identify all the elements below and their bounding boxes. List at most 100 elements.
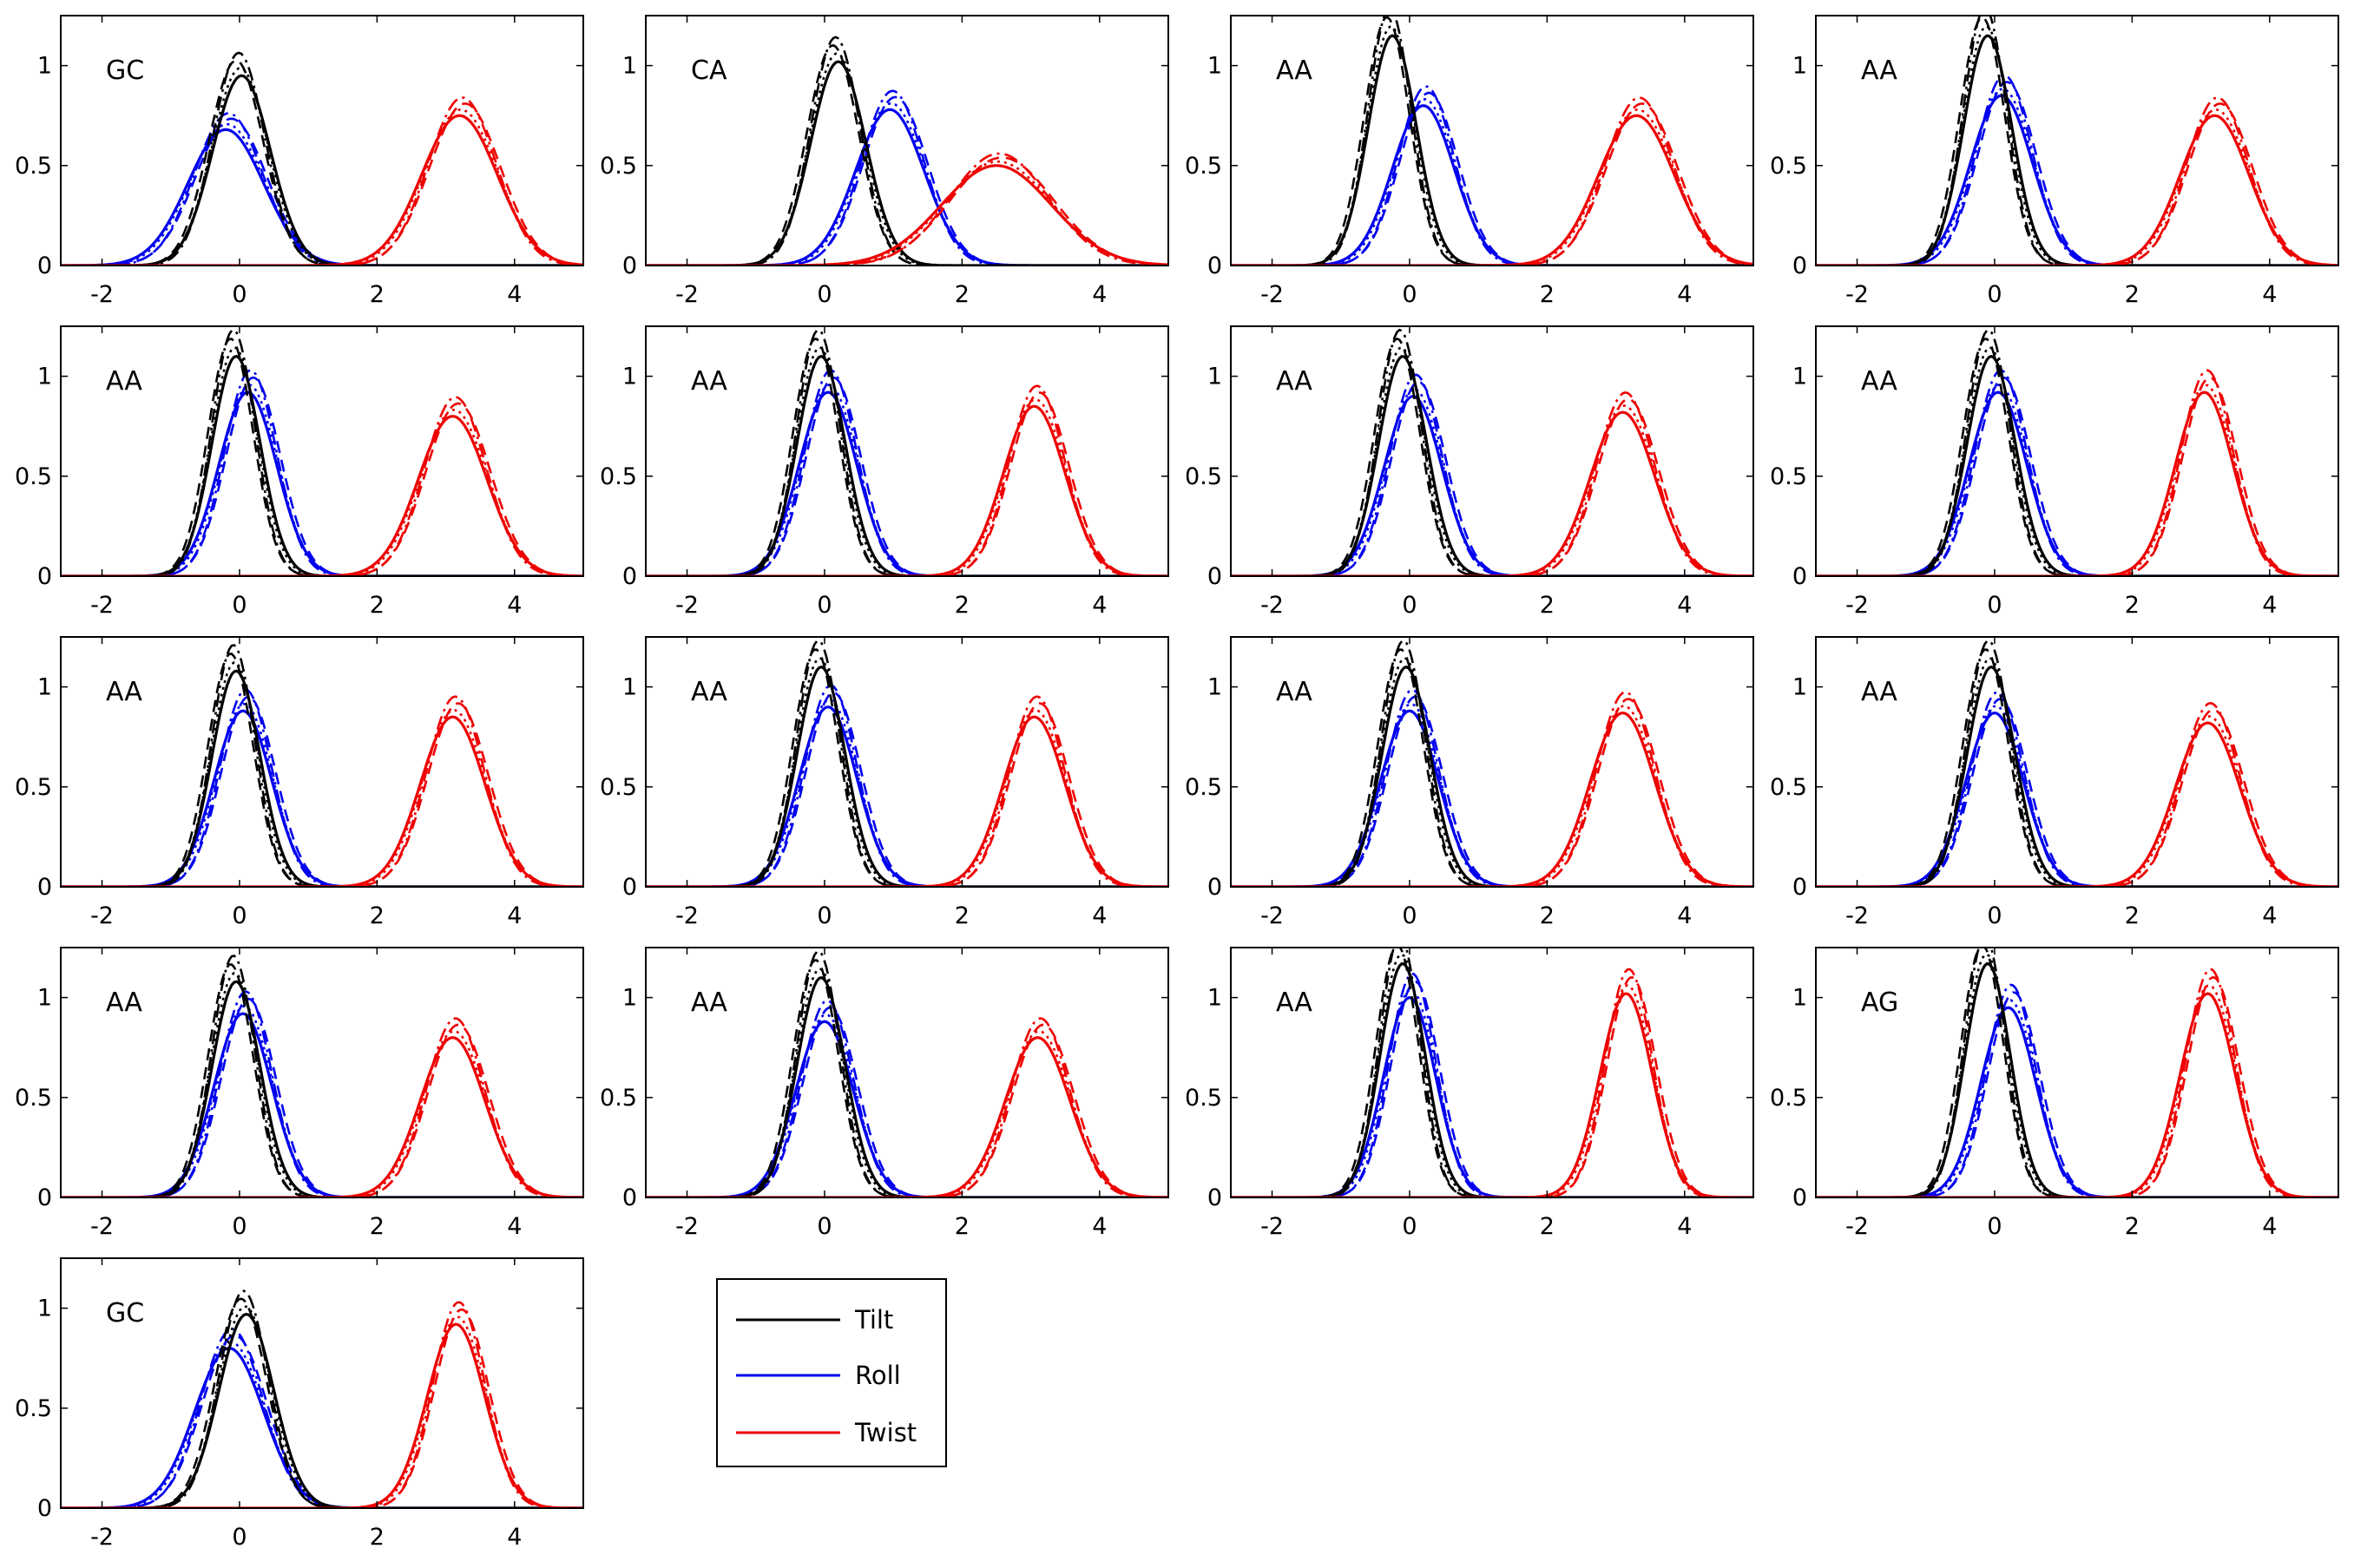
x-tick-label: 4 bbox=[2262, 281, 2277, 308]
panel-16: -2 0 2 4 0 0.5 1 AG bbox=[1770, 947, 2339, 1240]
y-tick-label: 0.5 bbox=[1185, 463, 1222, 490]
x-tick-label: 4 bbox=[1092, 592, 1107, 619]
series-line-twist-dashed bbox=[1231, 975, 1753, 1197]
y-tick-label: 1 bbox=[1207, 53, 1222, 80]
panel-frame bbox=[1230, 947, 1754, 1198]
series-line-roll-solid bbox=[646, 108, 1168, 266]
series-line-twist-dotted bbox=[1231, 984, 1753, 1197]
series-line-twist-dotted bbox=[1816, 715, 2338, 887]
series-line-twist-dotted bbox=[646, 160, 1168, 266]
x-tick-label: 2 bbox=[370, 1213, 385, 1240]
series-line-tilt-dotted bbox=[646, 52, 1168, 266]
panel-8: -2 0 2 4 0 0.5 1 AA bbox=[1770, 325, 2339, 619]
series-line-tilt-dashed bbox=[1231, 16, 1753, 266]
y-tick-label: 1 bbox=[37, 985, 52, 1012]
x-tick-label: 4 bbox=[507, 1524, 522, 1551]
series-line-twist-dotted bbox=[1816, 108, 2338, 266]
y-tick-label: 0 bbox=[1207, 874, 1222, 901]
panel-background bbox=[61, 16, 583, 266]
y-tick-label: 1 bbox=[622, 674, 637, 701]
x-tick-label: -2 bbox=[1260, 592, 1284, 619]
y-tick-label: 0.5 bbox=[15, 1085, 52, 1112]
x-tick-label: 4 bbox=[2262, 1213, 2277, 1240]
x-tick-label: 2 bbox=[1540, 902, 1555, 929]
series-line-roll-dotted bbox=[61, 702, 583, 887]
panel-background bbox=[61, 637, 583, 887]
x-tick-label: 0 bbox=[232, 592, 247, 619]
y-tick-label: 0 bbox=[1207, 1184, 1222, 1211]
x-tick-label: 4 bbox=[2262, 592, 2277, 619]
panel-frame bbox=[60, 947, 584, 1198]
y-tick-label: 0 bbox=[1207, 563, 1222, 590]
x-tick-label: -2 bbox=[1845, 1213, 1869, 1240]
x-tick-label: 0 bbox=[1402, 902, 1417, 929]
series-line-twist-dash-dot bbox=[646, 695, 1168, 887]
panel-frame bbox=[60, 325, 584, 577]
x-tick-label: 2 bbox=[1540, 281, 1555, 308]
x-tick-label: 2 bbox=[955, 902, 970, 929]
y-tick-label: 1 bbox=[1207, 364, 1222, 390]
panel-background bbox=[1816, 16, 2338, 266]
panel-background bbox=[1231, 637, 1753, 887]
legend-box bbox=[716, 1278, 947, 1467]
x-tick-label: 0 bbox=[1987, 902, 2002, 929]
small-multiples-grid: -2 0 2 4 0 0.5 1 GC -2 0 2 4 0 0.5 1 CA -2 0 2 4 0 0.5 1 AA -2 0 2… bbox=[15, 15, 2339, 1551]
x-tick-label: 4 bbox=[1092, 902, 1107, 929]
x-tick-label: 0 bbox=[1987, 281, 2002, 308]
x-tick-label: 0 bbox=[232, 902, 247, 929]
x-tick-label: -2 bbox=[1845, 281, 1869, 308]
x-tick-label: -2 bbox=[1260, 281, 1284, 308]
y-tick-label: 0.5 bbox=[600, 463, 637, 490]
series-group bbox=[61, 51, 583, 266]
panel-frame bbox=[1815, 325, 2339, 577]
x-tick-label: 4 bbox=[1677, 592, 1692, 619]
y-tick-label: 0.5 bbox=[1770, 463, 1807, 490]
panel-label: AA bbox=[106, 987, 142, 1018]
panel-background bbox=[1816, 948, 2338, 1197]
panel-9: -2 0 2 4 0 0.5 1 AA bbox=[15, 636, 584, 929]
series-line-roll-dotted bbox=[61, 1005, 583, 1197]
y-tick-label: 1 bbox=[1207, 674, 1222, 701]
panel-label: CA bbox=[691, 56, 727, 86]
panel-15: -2 0 2 4 0 0.5 1 AA bbox=[1185, 947, 1754, 1240]
y-tick-label: 1 bbox=[1792, 53, 1807, 80]
panel-label: AG bbox=[1861, 987, 1898, 1018]
series-line-twist-dash-dot bbox=[646, 384, 1168, 576]
x-tick-label: -2 bbox=[90, 1524, 114, 1551]
series-line-twist-dotted bbox=[61, 1315, 583, 1508]
panel-background bbox=[1816, 637, 2338, 887]
y-tick-label: 0 bbox=[37, 1495, 52, 1522]
x-tick-label: 0 bbox=[232, 1213, 247, 1240]
series-line-roll-dotted bbox=[646, 384, 1168, 576]
x-tick-label: 2 bbox=[370, 1524, 385, 1551]
series-line-roll-dash-dot bbox=[1816, 983, 2338, 1197]
panel-frame bbox=[645, 15, 1169, 266]
panel-label: AA bbox=[1861, 366, 1897, 397]
panel-10: -2 0 2 4 0 0.5 1 AA bbox=[600, 636, 1169, 929]
panel-background bbox=[1231, 326, 1753, 576]
panel-17: -2 0 2 4 0 0.5 1 GC bbox=[15, 1257, 584, 1551]
y-tick-label: 0 bbox=[1207, 253, 1222, 279]
legend: Tilt Roll Twist bbox=[716, 1278, 947, 1467]
series-line-twist-dash-dot bbox=[646, 152, 1168, 266]
x-tick-label: 2 bbox=[2125, 592, 2140, 619]
y-tick-label: 0 bbox=[37, 874, 52, 901]
y-tick-label: 0 bbox=[622, 253, 637, 279]
series-line-twist-solid bbox=[1231, 992, 1753, 1197]
x-tick-label: 2 bbox=[955, 592, 970, 619]
panel-label: AA bbox=[1861, 677, 1897, 707]
y-tick-label: 1 bbox=[1792, 364, 1807, 390]
x-tick-label: 4 bbox=[1092, 281, 1107, 308]
y-tick-label: 0.5 bbox=[15, 1395, 52, 1422]
panel-background bbox=[646, 948, 1168, 1197]
x-tick-label: 0 bbox=[232, 1524, 247, 1551]
series-line-twist-dashed bbox=[1816, 975, 2338, 1197]
legend-label-tilt: Tilt bbox=[854, 1305, 893, 1335]
series-line-twist-dash-dot bbox=[61, 695, 583, 887]
panel-label: AA bbox=[691, 987, 727, 1018]
series-line-roll-dotted bbox=[1231, 702, 1753, 887]
panel-label: GC bbox=[106, 1298, 144, 1329]
panel-background bbox=[646, 637, 1168, 887]
panel-frame bbox=[1815, 947, 2339, 1198]
y-tick-label: 1 bbox=[1792, 985, 1807, 1012]
